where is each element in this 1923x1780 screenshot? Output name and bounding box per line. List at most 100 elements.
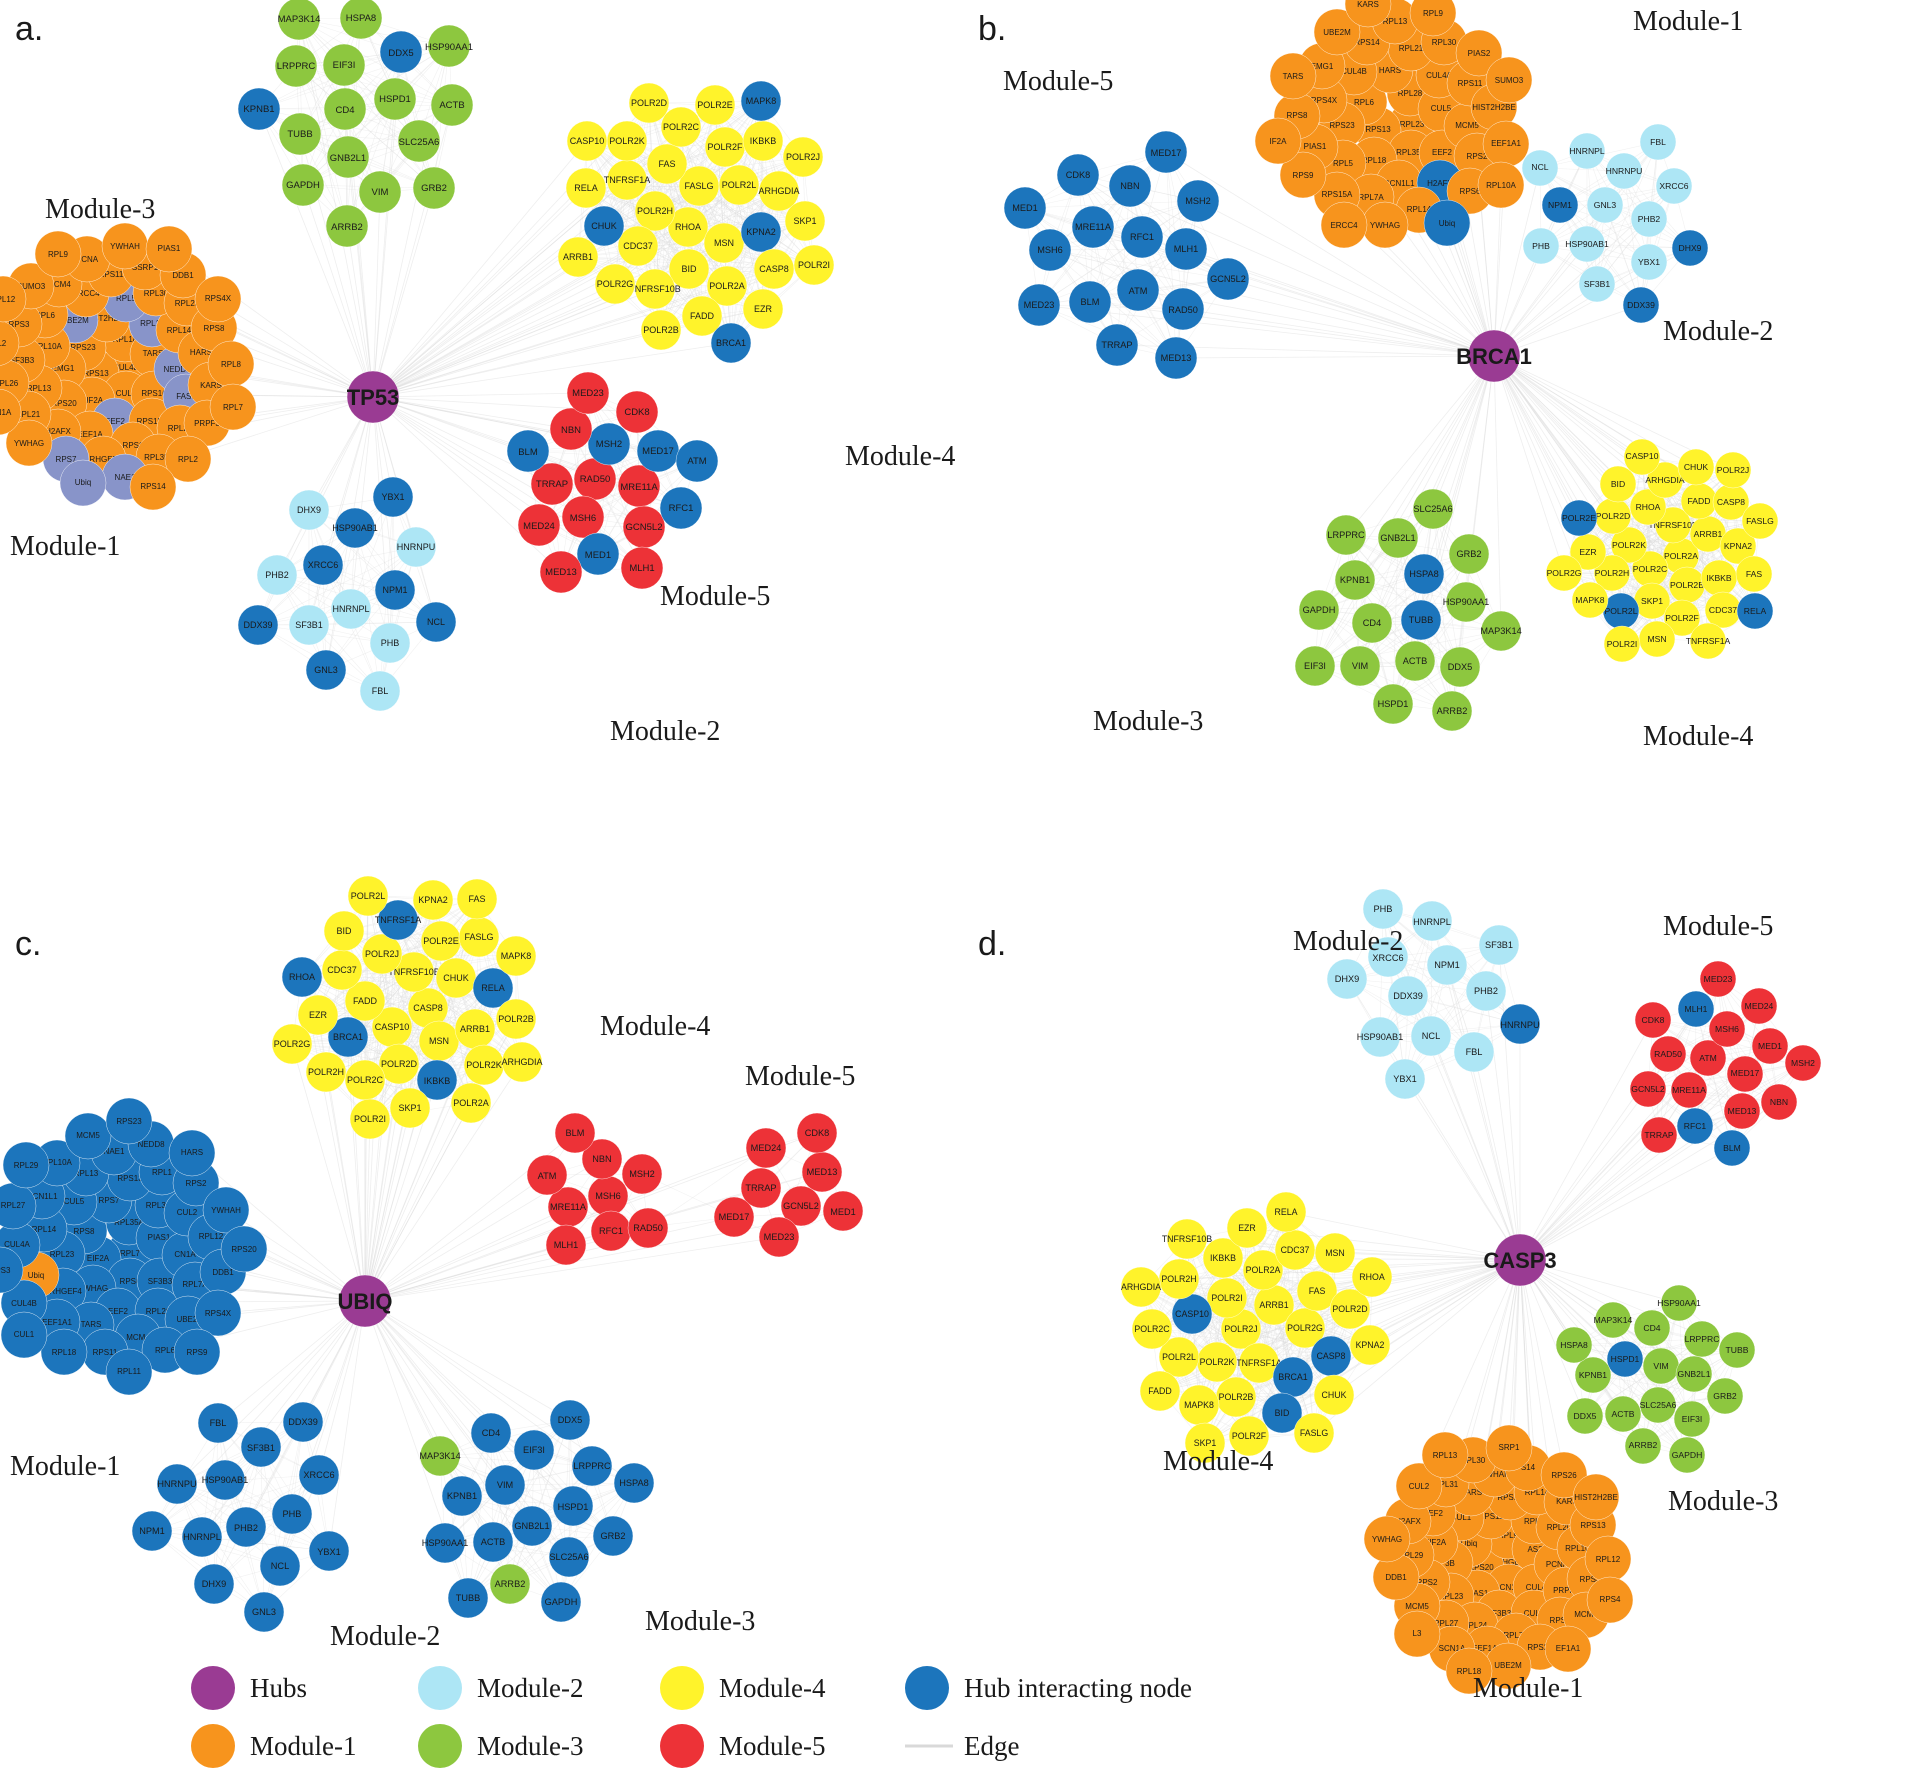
svg-text:BLM: BLM bbox=[1723, 1143, 1741, 1153]
svg-text:PHB2: PHB2 bbox=[234, 1523, 258, 1533]
svg-text:TNFRSF1A: TNFRSF1A bbox=[604, 175, 651, 185]
svg-text:RPS15A: RPS15A bbox=[1322, 190, 1353, 199]
svg-text:PHB: PHB bbox=[283, 1509, 302, 1519]
svg-text:GCN5L2: GCN5L2 bbox=[1631, 1084, 1665, 1094]
svg-text:MRE11A: MRE11A bbox=[550, 1202, 587, 1212]
svg-text:MAP3K14: MAP3K14 bbox=[1594, 1315, 1633, 1325]
svg-text:EIF3I: EIF3I bbox=[523, 1445, 545, 1455]
svg-text:GRB2: GRB2 bbox=[1713, 1391, 1737, 1401]
svg-text:YWHAG: YWHAG bbox=[1370, 221, 1400, 230]
svg-text:MED24: MED24 bbox=[751, 1143, 782, 1153]
svg-text:FBL: FBL bbox=[210, 1418, 227, 1428]
svg-text:CHUK: CHUK bbox=[1322, 1390, 1347, 1400]
svg-text:MRE11A: MRE11A bbox=[1075, 222, 1112, 232]
svg-text:SLC25A6: SLC25A6 bbox=[1413, 504, 1452, 514]
svg-text:POLR2G: POLR2G bbox=[597, 279, 634, 289]
svg-text:RPL23: RPL23 bbox=[1400, 120, 1425, 129]
svg-text:TP53: TP53 bbox=[347, 385, 400, 410]
svg-text:IKBKB: IKBKB bbox=[750, 136, 777, 146]
svg-text:PIAS1: PIAS1 bbox=[1304, 142, 1327, 151]
svg-text:MED17: MED17 bbox=[1731, 1068, 1760, 1078]
svg-text:HSP90AB1: HSP90AB1 bbox=[1357, 1032, 1403, 1042]
svg-text:DDB1: DDB1 bbox=[172, 271, 194, 280]
svg-text:MSH6: MSH6 bbox=[1037, 245, 1063, 255]
svg-text:GAPDH: GAPDH bbox=[545, 1597, 578, 1607]
svg-text:HSPD1: HSPD1 bbox=[558, 1502, 589, 1512]
svg-text:ARRB2: ARRB2 bbox=[1437, 706, 1468, 716]
svg-text:L3: L3 bbox=[1413, 1629, 1422, 1638]
svg-text:NEDD8: NEDD8 bbox=[137, 1140, 165, 1149]
svg-text:YBX1: YBX1 bbox=[1393, 1074, 1417, 1084]
svg-text:XRCC6: XRCC6 bbox=[1659, 181, 1688, 191]
svg-text:TARS: TARS bbox=[81, 1320, 102, 1329]
svg-text:KPNA2: KPNA2 bbox=[746, 227, 776, 237]
svg-text:MED23: MED23 bbox=[1704, 974, 1733, 984]
svg-text:RPL8: RPL8 bbox=[221, 360, 242, 369]
svg-text:SLC25A6: SLC25A6 bbox=[549, 1552, 588, 1562]
svg-text:RPL6: RPL6 bbox=[155, 1346, 176, 1355]
svg-text:BLM: BLM bbox=[1081, 297, 1100, 307]
svg-text:RPS11: RPS11 bbox=[1458, 79, 1483, 88]
svg-text:EIF3I: EIF3I bbox=[1682, 1414, 1703, 1424]
svg-text:Module-3: Module-3 bbox=[1093, 706, 1203, 737]
svg-text:PHB2: PHB2 bbox=[1474, 986, 1498, 996]
svg-text:POLR2D: POLR2D bbox=[1596, 511, 1630, 521]
svg-text:CASP10: CASP10 bbox=[375, 1022, 410, 1032]
svg-text:PHB: PHB bbox=[1374, 904, 1393, 914]
svg-text:MCM5: MCM5 bbox=[1405, 1602, 1429, 1611]
svg-text:RPL29: RPL29 bbox=[14, 1161, 39, 1170]
svg-text:DDX39: DDX39 bbox=[1627, 300, 1655, 310]
svg-text:b.: b. bbox=[978, 10, 1006, 48]
svg-text:FAS: FAS bbox=[1746, 569, 1763, 579]
svg-text:GNL3: GNL3 bbox=[252, 1607, 276, 1617]
svg-text:CD4: CD4 bbox=[1363, 618, 1381, 628]
svg-text:RPS2: RPS2 bbox=[186, 1179, 207, 1188]
svg-text:POLR2E: POLR2E bbox=[1562, 513, 1596, 523]
svg-text:POLR2L: POLR2L bbox=[1605, 606, 1638, 616]
svg-text:PHB2: PHB2 bbox=[265, 570, 289, 580]
svg-text:RAD50: RAD50 bbox=[1168, 305, 1198, 315]
svg-text:POLR2H: POLR2H bbox=[1595, 568, 1629, 578]
svg-text:RPL23: RPL23 bbox=[50, 1250, 75, 1259]
svg-text:GAPDH: GAPDH bbox=[286, 180, 320, 191]
svg-text:RPS8: RPS8 bbox=[1287, 111, 1308, 120]
svg-text:RAD50: RAD50 bbox=[1654, 1049, 1682, 1059]
svg-text:TNFRSF10B: TNFRSF10B bbox=[629, 284, 681, 294]
svg-text:CUL1: CUL1 bbox=[14, 1330, 35, 1339]
svg-text:BRCA1: BRCA1 bbox=[716, 338, 746, 348]
svg-text:RFC1: RFC1 bbox=[1130, 232, 1154, 242]
svg-text:RPL21: RPL21 bbox=[1399, 44, 1424, 53]
svg-text:MED13: MED13 bbox=[807, 1167, 838, 1177]
svg-text:TUBB: TUBB bbox=[1409, 615, 1434, 625]
svg-text:FASLG: FASLG bbox=[1300, 1428, 1329, 1438]
svg-text:POLR2D: POLR2D bbox=[381, 1059, 418, 1069]
svg-text:UBE2M: UBE2M bbox=[1323, 28, 1351, 37]
svg-text:CDC37: CDC37 bbox=[327, 965, 357, 975]
svg-text:MCM5: MCM5 bbox=[1455, 121, 1479, 130]
svg-text:HSPA8: HSPA8 bbox=[1409, 569, 1438, 579]
svg-text:GRB2: GRB2 bbox=[1456, 549, 1481, 559]
svg-text:XRCC6: XRCC6 bbox=[308, 560, 339, 570]
svg-text:CHUK: CHUK bbox=[591, 221, 617, 231]
svg-text:FASLG: FASLG bbox=[464, 932, 493, 942]
svg-text:CASP3: CASP3 bbox=[1483, 1248, 1556, 1273]
svg-text:POLR2G: POLR2G bbox=[274, 1039, 311, 1049]
svg-text:FADD: FADD bbox=[690, 311, 715, 321]
svg-text:MED17: MED17 bbox=[719, 1212, 750, 1222]
svg-text:NPM1: NPM1 bbox=[382, 585, 407, 595]
svg-text:VIM: VIM bbox=[1653, 1361, 1668, 1371]
svg-text:HSPD1: HSPD1 bbox=[1378, 699, 1409, 709]
svg-text:HSPD1: HSPD1 bbox=[1611, 1354, 1640, 1364]
svg-text:ARRB2: ARRB2 bbox=[495, 1579, 526, 1589]
svg-text:RPS23: RPS23 bbox=[1329, 121, 1355, 130]
svg-text:FAS: FAS bbox=[1309, 1286, 1326, 1296]
svg-text:BRCA1: BRCA1 bbox=[333, 1032, 363, 1042]
svg-text:MSN: MSN bbox=[1647, 634, 1666, 644]
svg-text:Module-5: Module-5 bbox=[1003, 66, 1113, 97]
svg-text:HSP90AA1: HSP90AA1 bbox=[1443, 597, 1489, 607]
svg-text:TUBB: TUBB bbox=[1726, 1345, 1749, 1355]
svg-text:RPL9: RPL9 bbox=[48, 250, 69, 259]
svg-text:POLR2E: POLR2E bbox=[423, 936, 459, 946]
svg-text:POLR2A: POLR2A bbox=[1664, 551, 1698, 561]
svg-text:MED13: MED13 bbox=[1728, 1106, 1757, 1116]
